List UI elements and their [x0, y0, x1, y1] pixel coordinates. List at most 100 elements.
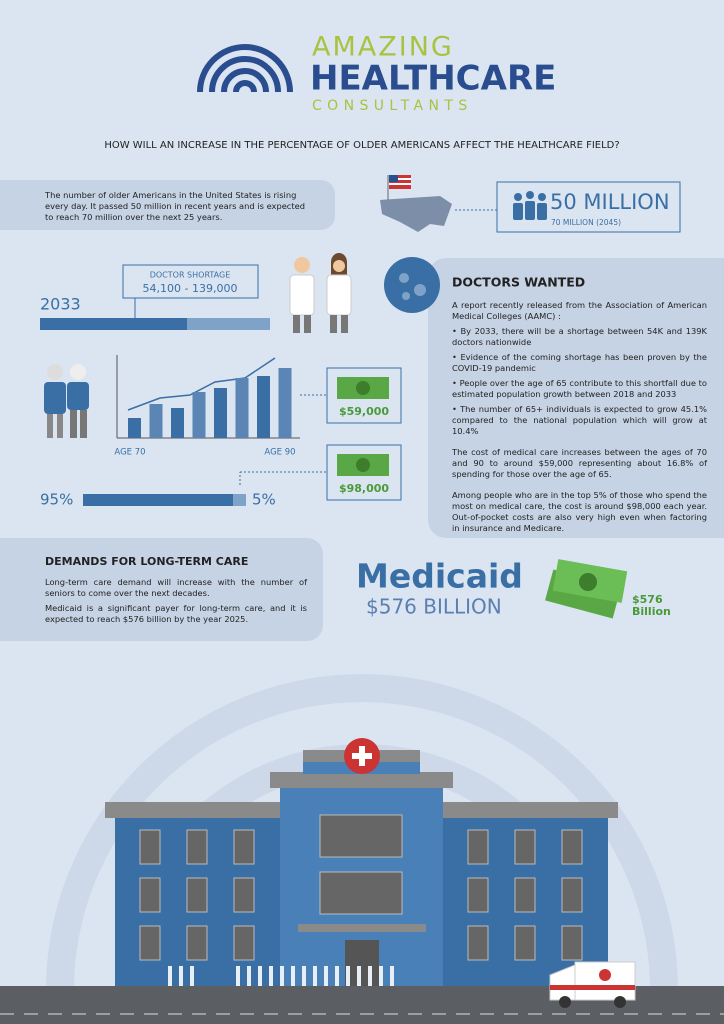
- x-end-label: AGE 90: [264, 448, 295, 458]
- window: [233, 829, 255, 865]
- window: [467, 829, 489, 865]
- window: [561, 925, 583, 961]
- bullet: The number of 65+ individuals is expecte…: [452, 404, 707, 437]
- window: [514, 925, 536, 961]
- split-left: 95%: [40, 491, 73, 509]
- shortage-year: 2033: [40, 295, 81, 314]
- bullet: Evidence of the coming shortage has been…: [452, 352, 707, 374]
- shortage-label: DOCTOR SHORTAGE: [150, 271, 231, 280]
- doctors-illustration: [289, 253, 352, 333]
- bar: [192, 392, 206, 438]
- hospital: [105, 738, 618, 987]
- window: [467, 925, 489, 961]
- person: [236, 966, 240, 986]
- shortage-range: 54,100 - 139,000: [143, 282, 238, 295]
- split-bar: [83, 494, 233, 506]
- paragraph: The cost of medical care increases betwe…: [452, 447, 707, 479]
- question: HOW WILL AN INCREASE IN THE PERCENTAGE O…: [104, 140, 619, 151]
- person: [379, 966, 383, 986]
- money-stack: [545, 559, 628, 619]
- window: [467, 877, 489, 913]
- population-text: The number of older Americans in the Uni…: [45, 190, 305, 222]
- money-box: [326, 367, 402, 424]
- bullet: By 2033, there will be a shortage betwee…: [452, 326, 707, 348]
- split-bar: [233, 494, 246, 506]
- shortage-bar: [187, 318, 270, 330]
- flag: [387, 175, 411, 200]
- money-label: $98,000: [339, 482, 389, 495]
- population-subline: 70 MILLION (2045): [551, 218, 621, 227]
- person: [291, 966, 295, 986]
- shortage-box: [122, 264, 259, 299]
- split-right: 5%: [252, 491, 276, 509]
- bar: [171, 408, 184, 438]
- population-headline: 50 MILLION: [550, 190, 670, 214]
- person: [313, 966, 317, 986]
- person: [168, 966, 172, 986]
- badge-line1: $576: [632, 593, 663, 606]
- medicaid-amount: $576 BILLION: [366, 595, 502, 619]
- person: [302, 966, 306, 986]
- medicaid-title: Medicaid: [356, 557, 523, 596]
- person: [368, 966, 372, 986]
- person: [247, 966, 251, 986]
- population-box: [496, 181, 681, 233]
- paragraph: Among people who are in the top 5% of th…: [452, 490, 707, 533]
- bar: [128, 418, 141, 438]
- doctors-text: A report recently released from the Asso…: [452, 300, 707, 538]
- x-start-label: AGE 70: [114, 448, 145, 458]
- bar: [149, 404, 163, 438]
- person: [280, 966, 284, 986]
- window: [186, 925, 208, 961]
- virus-icon: [384, 257, 440, 313]
- paragraph: Long-term care demand will increase with…: [45, 577, 307, 598]
- person: [324, 966, 328, 986]
- paragraph: Medicaid is a significant payer for long…: [45, 603, 307, 624]
- window: [186, 877, 208, 913]
- window: [561, 829, 583, 865]
- person: [390, 966, 394, 986]
- bar: [278, 368, 292, 438]
- window: [139, 925, 161, 961]
- long-term-title: DEMANDS FOR LONG-TERM CARE: [45, 555, 248, 568]
- doctors-title: DOCTORS WANTED: [452, 275, 585, 290]
- window: [139, 877, 161, 913]
- badge-line2: Billion: [632, 605, 671, 618]
- person: [269, 966, 273, 986]
- window: [139, 829, 161, 865]
- shortage-bar: [40, 318, 187, 330]
- person: [335, 966, 339, 986]
- window: [233, 925, 255, 961]
- person: [346, 966, 350, 986]
- cost-chart: [116, 355, 300, 439]
- long-term-panel: [0, 538, 323, 641]
- money-box: [326, 444, 402, 501]
- window: [514, 829, 536, 865]
- window: [561, 877, 583, 913]
- us-map: [380, 196, 452, 232]
- elderly-couple: [44, 364, 89, 438]
- doctors-intro: A report recently released from the Asso…: [452, 300, 707, 321]
- ambulance: [549, 961, 636, 1008]
- trend-arrow: [127, 357, 276, 411]
- person: [190, 966, 194, 986]
- window: [186, 829, 208, 865]
- bullet: People over the age of 65 contribute to …: [452, 378, 707, 400]
- person: [357, 966, 361, 986]
- bar: [214, 388, 227, 438]
- population-panel: [0, 180, 335, 230]
- bar: [235, 378, 249, 438]
- people-icon: [513, 191, 547, 220]
- bar: [257, 376, 270, 438]
- person: [179, 966, 183, 986]
- long-term-text: Long-term care demand will increase with…: [45, 577, 307, 629]
- brand-line3: CONSULTANTS: [312, 98, 473, 114]
- brand-line2: HEALTHCARE: [310, 59, 556, 99]
- window: [514, 877, 536, 913]
- person: [258, 966, 262, 986]
- money-label: $59,000: [339, 405, 389, 418]
- brand-line1: AMAZING: [312, 32, 454, 63]
- logo-icon: [197, 44, 293, 93]
